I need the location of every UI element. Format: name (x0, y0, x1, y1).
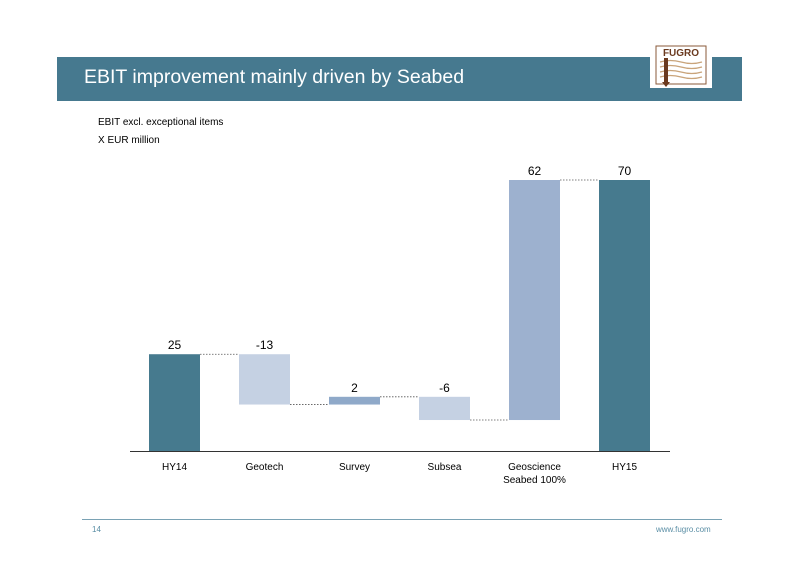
data-label: 2 (351, 381, 358, 395)
fugro-logo: FUGRO (650, 40, 712, 88)
bar-geotech (239, 354, 290, 405)
page-number: 14 (92, 525, 101, 534)
x-tick-label: Subsea (428, 462, 462, 473)
x-tick-label: Survey (339, 462, 370, 473)
data-label: -6 (439, 381, 450, 395)
bar-survey (329, 396, 380, 405)
data-label: 25 (168, 338, 182, 352)
data-label: -13 (256, 338, 274, 352)
logo-wordmark: FUGRO (663, 48, 699, 59)
data-label: 62 (528, 164, 542, 178)
footer-divider (82, 519, 722, 520)
x-tick-label: Geoscience (508, 462, 561, 473)
bar-geoscience-seabed-100- (509, 180, 560, 421)
x-tick-label: HY14 (162, 462, 187, 473)
bar-hy14 (149, 354, 200, 451)
chart-title: EBIT excl. exceptional items (98, 117, 224, 128)
slide-title: EBIT improvement mainly driven by Seabed (84, 66, 465, 88)
x-tick-label: HY15 (612, 462, 637, 473)
x-tick-label: Seabed 100% (503, 475, 566, 486)
title-bar: EBIT improvement mainly driven by Seabed (57, 57, 742, 101)
footer-url: www.fugro.com (656, 525, 711, 534)
data-label: 70 (618, 164, 632, 178)
bar-subsea (419, 396, 470, 421)
chart-unit-label: X EUR million (98, 135, 160, 146)
bar-hy15 (599, 180, 650, 451)
x-tick-label: Geotech (246, 462, 284, 473)
